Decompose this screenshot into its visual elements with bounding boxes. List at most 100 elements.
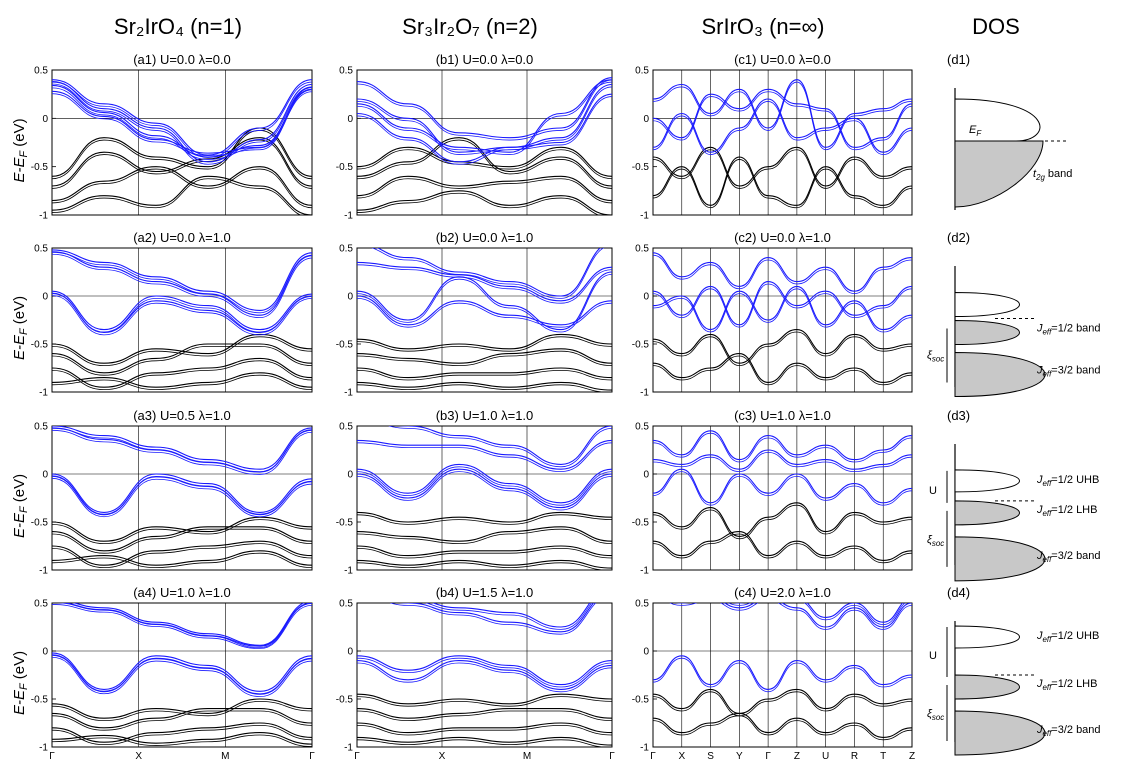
jeff32-label: Jeff=3/2 band — [1036, 724, 1101, 738]
ytick-label: -0.5 — [31, 695, 49, 706]
band-line-jeff32 — [357, 559, 612, 569]
panel-d3: (d3) Jeff=1/2 UHB Jeff=1/2 LHB Jeff=3/2 ban… — [927, 408, 1101, 582]
panel-frame — [51, 425, 313, 571]
ytick-label: -0.5 — [336, 518, 354, 529]
band-line-jeff32 — [52, 710, 312, 731]
ytick-label: 0.5 — [339, 422, 353, 433]
soc-label: ξsoc — [927, 350, 944, 364]
panel-frame — [51, 247, 313, 393]
kpoint-label: X — [135, 751, 142, 762]
band-line-jeff32 — [52, 526, 312, 552]
band-line-jeff32 — [653, 533, 912, 564]
panel-c2: (c2) U=0.0 λ=1.0 0.5 0 -0.5 -1 — [632, 230, 913, 399]
ytick-label: 0.5 — [34, 599, 48, 610]
band-line-jeff32 — [52, 360, 312, 391]
band-line-jeff32 — [357, 175, 612, 202]
ytick-label: -1 — [344, 566, 353, 577]
ytick-label: -0.5 — [336, 340, 354, 351]
band-line-jeff32 — [653, 688, 912, 714]
band-line-jeff12 — [52, 652, 312, 692]
ytick-label: 0 — [643, 292, 649, 303]
band-line-jeff12 — [728, 603, 907, 626]
band-line-jeff12 — [52, 295, 312, 336]
dos-jeff12-upper — [954, 292, 1020, 318]
ytick-label: -0.5 — [336, 695, 354, 706]
panel-title: (a2) U=0.0 λ=1.0 — [133, 230, 231, 245]
band-line-jeff12 — [357, 295, 612, 326]
kpoint-label: Y — [736, 751, 743, 762]
band-line-jeff32 — [52, 168, 312, 209]
y-axis-label: E-EF (eV) — [11, 474, 30, 538]
bands-group — [357, 77, 612, 215]
jeff12-label: Jeff=1/2 band — [1036, 323, 1101, 337]
panel-frame — [356, 425, 613, 571]
band-line-jeff32 — [52, 722, 312, 743]
panel-c4: (c4) U=2.0 λ=1.0 Γ X S Y Γ Z U R T Z 0.5 0 -0.5 -1 — [632, 585, 915, 762]
ytick-label: 0 — [347, 292, 353, 303]
band-line-jeff12 — [653, 468, 912, 504]
kpoint-label: Γ — [354, 751, 360, 762]
ytick-label: 0 — [42, 114, 48, 125]
band-line-jeff12 — [52, 293, 312, 333]
ytick-label: 0.5 — [339, 66, 353, 77]
band-line-jeff12 — [357, 298, 612, 328]
band-line-jeff32 — [357, 722, 612, 734]
ytick-label: 0 — [347, 114, 353, 125]
band-line-jeff32 — [357, 526, 612, 542]
band-line-jeff32 — [52, 552, 312, 569]
band-line-jeff12 — [357, 79, 612, 153]
fermi-label: EF — [969, 124, 982, 138]
band-line-jeff12 — [52, 604, 312, 650]
panel-title: (b2) U=0.0 λ=1.0 — [436, 230, 534, 245]
band-line-jeff12 — [52, 249, 312, 311]
kpoint-label: Γ — [309, 751, 315, 762]
band-line-jeff32 — [653, 712, 912, 738]
band-line-jeff32 — [52, 708, 312, 729]
panel-c3: (c3) U=1.0 λ=1.0 0.5 0 -0.5 -1 — [632, 408, 913, 577]
dos-uhb — [954, 625, 1020, 649]
band-line-jeff12 — [734, 603, 904, 623]
panel-b1: (b1) U=0.0 λ=0.0 0.5 0 -0.5 -1 — [336, 52, 613, 222]
kpoint-label: Γ — [49, 751, 55, 762]
ytick-label: 0.5 — [339, 244, 353, 255]
band-line-jeff12 — [357, 655, 612, 686]
band-line-jeff32 — [653, 504, 912, 540]
band-line-jeff32 — [653, 531, 912, 561]
ytick-label: 0 — [643, 470, 649, 481]
band-line-jeff12 — [653, 449, 912, 470]
band-line-jeff12 — [398, 426, 612, 465]
band-line-jeff12 — [431, 603, 591, 628]
column-title-dos: DOS — [972, 14, 1020, 39]
band-line-jeff32 — [357, 350, 612, 367]
ytick-label: -0.5 — [632, 518, 650, 529]
y-axis-label: E-EF (eV) — [11, 118, 30, 182]
panel-d1: (d1) EF t2g band — [947, 52, 1072, 210]
kpoint-label: Z — [794, 751, 800, 762]
ytick-label: 0 — [643, 114, 649, 125]
band-line-jeff32 — [52, 374, 312, 391]
band-line-jeff12 — [52, 83, 312, 165]
ytick-label: -1 — [344, 388, 353, 399]
ytick-label: -1 — [39, 743, 48, 754]
lhb-label: Jeff=1/2 LHB — [1036, 678, 1097, 692]
band-line-jeff12 — [52, 251, 312, 314]
band-line-jeff12 — [52, 427, 312, 473]
ytick-label: 0 — [347, 470, 353, 481]
band-line-jeff12 — [52, 656, 312, 698]
kpoint-label: U — [822, 751, 829, 762]
band-line-jeff32 — [52, 528, 312, 554]
panel-b4: (b4) U=1.5 λ=1.0 Γ X M Γ 0.5 0 -0.5 -1 — [336, 585, 615, 762]
column-title-sr2iro4: Sr₂IrO₄ (n=1) — [114, 14, 242, 39]
bands-group — [357, 603, 612, 747]
panel-d2: (d2) Jeff=1/2 band Jeff=3/2 band ξsoc — [927, 230, 1101, 398]
band-line-jeff32 — [357, 545, 612, 557]
ytick-label: -0.5 — [632, 695, 650, 706]
jeff32-label: Jeff=3/2 band — [1036, 550, 1101, 564]
band-line-jeff32 — [653, 502, 912, 537]
u-label: U — [929, 485, 937, 497]
panel-title: (a3) U=0.5 λ=1.0 — [133, 408, 231, 423]
band-line-jeff32 — [357, 381, 612, 391]
band-line-jeff32 — [357, 547, 612, 559]
dos-filled-lobe — [954, 140, 1044, 208]
y-axis-label: E-EF (eV) — [11, 296, 30, 360]
